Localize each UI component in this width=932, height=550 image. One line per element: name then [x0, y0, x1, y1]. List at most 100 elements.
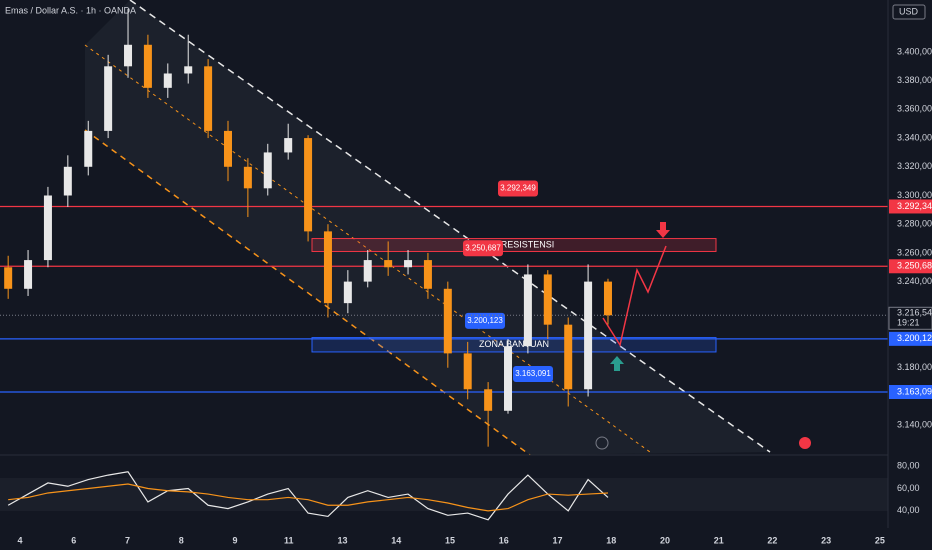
candle-body: [443, 288, 452, 354]
currency: USD: [899, 6, 919, 16]
level-tag-label: 3.163,091: [515, 369, 551, 378]
candle-body: [504, 346, 513, 411]
level-axis-label: 3.250,687: [897, 261, 932, 271]
x-tick-label: 9: [232, 535, 237, 545]
zone: [311, 337, 717, 353]
x-tick-label: 11: [284, 535, 294, 545]
x-tick-label: 6: [71, 535, 76, 545]
x-tick-label: 4: [17, 535, 22, 545]
y-tick-label: 3.240,000: [897, 276, 932, 286]
currency-box: [892, 4, 926, 20]
x-tick-label: 8: [179, 535, 184, 545]
rsi-tick-label: 60,00: [897, 483, 920, 493]
x-tick-label: 25: [875, 535, 885, 545]
x-tick-label: 20: [660, 535, 670, 545]
level-tag: [513, 366, 553, 383]
projection: [602, 245, 667, 347]
level-axis-box: [889, 199, 932, 214]
x-tick-label: 17: [552, 535, 562, 545]
zone-label: ZONA BANTUAN: [479, 339, 549, 349]
rsi-line: [7, 471, 609, 521]
level-tag-label: 3.292,349: [500, 184, 536, 193]
x-tick-label: 16: [499, 535, 509, 545]
y-tick-label: 3.320,000: [897, 161, 932, 171]
x-tick-label: 21: [714, 535, 724, 545]
candle-body: [584, 281, 593, 390]
candle-body: [564, 324, 573, 390]
x-tick-label: 7: [125, 535, 130, 545]
candle-body: [323, 231, 332, 304]
x-tick-label: 13: [337, 535, 347, 545]
candle-body: [204, 66, 213, 131]
rsi-tick-label: 80,00: [897, 461, 920, 471]
level-tag-label: 3.200,123: [467, 316, 503, 325]
y-tick-label: 3.340,000: [897, 132, 932, 142]
channel-top: [129, 0, 771, 453]
x-tick-label: 14: [391, 535, 401, 545]
x-tick-label: 18: [606, 535, 616, 545]
candle-body: [24, 260, 33, 289]
current-label: 3.216,540: [897, 308, 932, 318]
candle-body: [463, 353, 472, 390]
candle-body: [423, 260, 432, 289]
level-tag: [463, 240, 503, 257]
level-axis-box: [889, 259, 932, 274]
candle-body: [223, 130, 232, 167]
y-tick-label: 3.180,000: [897, 362, 932, 372]
y-tick-label: 3.140,000: [897, 420, 932, 430]
x-tick-label: 22: [767, 535, 777, 545]
candle-body: [4, 267, 13, 289]
rsi-line: [8, 483, 609, 512]
rsi-tick-label: 40,00: [897, 505, 920, 515]
candle-body: [84, 130, 93, 167]
y-tick-label: 3.300,000: [897, 190, 932, 200]
event-icon: [799, 437, 811, 449]
level-tag: [465, 312, 505, 329]
candle-body: [543, 274, 552, 325]
x-tick-label: 15: [445, 535, 455, 545]
level-tag: [498, 180, 538, 197]
flash-icon: [595, 436, 609, 450]
candle-body: [343, 281, 352, 304]
x-tick-label: 23: [821, 535, 831, 545]
level-axis-label: 3.163,091: [897, 386, 932, 396]
candle-body: [384, 260, 393, 268]
candle-body: [143, 44, 152, 88]
rsi-band: [0, 478, 888, 511]
zone-label: ZONA RESISTENSI: [474, 239, 555, 249]
candle-body: [263, 152, 272, 189]
y-tick-label: 3.280,000: [897, 219, 932, 229]
candle-body: [124, 44, 133, 67]
channel-fill: [85, 0, 770, 455]
candle-body: [43, 195, 52, 261]
arrow-down: [656, 222, 670, 238]
level-axis-label: 3.292,349: [897, 201, 932, 211]
candle-body: [304, 138, 313, 232]
candle-body: [484, 389, 493, 411]
candle-body: [404, 260, 413, 268]
candle-body: [184, 66, 193, 74]
candle-body: [163, 73, 172, 88]
arrow-up: [610, 356, 624, 371]
channel-bottom: [84, 129, 531, 456]
level-axis-label: 3.200,123: [897, 333, 932, 343]
countdown: 19:21: [897, 318, 920, 328]
zone: [311, 238, 717, 252]
candle-body: [363, 260, 372, 282]
level-axis-box: [889, 331, 932, 346]
level-axis-box: [889, 385, 932, 400]
y-tick-label: 3.360,000: [897, 104, 932, 114]
candle-body: [603, 281, 612, 316]
y-tick-label: 3.260,000: [897, 247, 932, 257]
candle-body: [284, 138, 293, 153]
candle-body: [523, 274, 532, 347]
candle-body: [243, 166, 252, 189]
current-box: [888, 306, 932, 330]
candle-body: [63, 166, 72, 196]
chart-title: Emas / Dollar A.S. · 1h · OANDA: [5, 5, 136, 15]
level-tag-label: 3.250,687: [465, 243, 501, 252]
y-tick-label: 3.400,000: [897, 46, 932, 56]
candle-body: [104, 66, 113, 131]
y-tick-label: 3.380,000: [897, 75, 932, 85]
